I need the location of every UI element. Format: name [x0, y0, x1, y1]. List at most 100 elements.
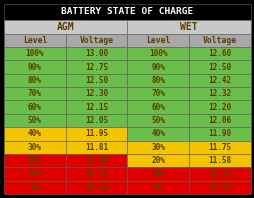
Text: 0%: 0%: [153, 183, 162, 192]
Bar: [66, 141, 127, 154]
Text: 11.95: 11.95: [85, 129, 108, 138]
Bar: [127, 100, 188, 114]
Text: 11.58: 11.58: [208, 156, 231, 165]
Bar: [127, 154, 188, 167]
Bar: [188, 87, 250, 100]
Text: 12.30: 12.30: [85, 89, 108, 98]
Text: 12.60: 12.60: [208, 49, 231, 58]
Text: Level: Level: [146, 36, 170, 45]
Text: 70%: 70%: [28, 89, 42, 98]
Bar: [127, 20, 250, 34]
Text: 90%: 90%: [151, 63, 165, 71]
Text: 12.75: 12.75: [85, 63, 108, 71]
Text: 60%: 60%: [151, 103, 165, 112]
Bar: [4, 114, 66, 127]
Text: 40%: 40%: [151, 129, 165, 138]
Bar: [188, 127, 250, 141]
Bar: [127, 141, 188, 154]
Bar: [127, 47, 188, 60]
Text: 11.51: 11.51: [85, 169, 108, 178]
Bar: [66, 47, 127, 60]
Text: 11.75: 11.75: [208, 143, 231, 152]
Text: Voltage: Voltage: [202, 36, 236, 45]
Text: 12.50: 12.50: [208, 63, 231, 71]
Bar: [127, 167, 188, 181]
Text: 11.66: 11.66: [85, 156, 108, 165]
Text: 40%: 40%: [28, 129, 42, 138]
Text: 60%: 60%: [28, 103, 42, 112]
Text: AGM: AGM: [57, 22, 74, 32]
Text: 50%: 50%: [28, 116, 42, 125]
Bar: [4, 100, 66, 114]
Bar: [188, 154, 250, 167]
Text: 20%: 20%: [28, 156, 42, 165]
Text: 70%: 70%: [151, 89, 165, 98]
Bar: [66, 34, 127, 47]
Bar: [66, 100, 127, 114]
Bar: [127, 127, 188, 141]
Bar: [188, 181, 250, 194]
Text: 11.31: 11.31: [208, 169, 231, 178]
Text: 12.05: 12.05: [85, 116, 108, 125]
Bar: [127, 114, 188, 127]
Bar: [127, 60, 188, 74]
Text: Voltage: Voltage: [79, 36, 113, 45]
Bar: [4, 87, 66, 100]
Text: 30%: 30%: [28, 143, 42, 152]
Bar: [4, 127, 66, 141]
Bar: [4, 60, 66, 74]
Bar: [188, 60, 250, 74]
Bar: [4, 167, 66, 181]
Bar: [127, 34, 188, 47]
Text: 12.42: 12.42: [208, 76, 231, 85]
Bar: [188, 34, 250, 47]
Bar: [66, 60, 127, 74]
Bar: [4, 181, 66, 194]
Bar: [4, 47, 66, 60]
Text: 10%: 10%: [28, 169, 42, 178]
Bar: [66, 127, 127, 141]
Bar: [66, 114, 127, 127]
Text: 13.00: 13.00: [85, 49, 108, 58]
Text: 90%: 90%: [28, 63, 42, 71]
Text: WET: WET: [180, 22, 197, 32]
Text: 80%: 80%: [28, 76, 42, 85]
Text: 12.06: 12.06: [208, 116, 231, 125]
Bar: [4, 34, 66, 47]
Text: 100%: 100%: [25, 49, 44, 58]
Text: Level: Level: [23, 36, 47, 45]
Text: 80%: 80%: [151, 76, 165, 85]
Bar: [4, 20, 127, 34]
Text: 100%: 100%: [149, 49, 167, 58]
Text: 11.81: 11.81: [85, 143, 108, 152]
Text: 12.32: 12.32: [208, 89, 231, 98]
Bar: [127, 181, 188, 194]
Bar: [188, 114, 250, 127]
Bar: [188, 47, 250, 60]
Text: 12.50: 12.50: [85, 76, 108, 85]
Bar: [4, 154, 66, 167]
Text: 30%: 30%: [151, 143, 165, 152]
Text: 0%: 0%: [30, 183, 39, 192]
Bar: [188, 100, 250, 114]
Bar: [127, 87, 188, 100]
Bar: [66, 74, 127, 87]
Text: 12.15: 12.15: [85, 103, 108, 112]
Text: 10.50: 10.50: [85, 183, 108, 192]
Bar: [66, 154, 127, 167]
Text: 50%: 50%: [151, 116, 165, 125]
Bar: [188, 167, 250, 181]
Bar: [66, 87, 127, 100]
Bar: [4, 4, 250, 20]
Bar: [4, 141, 66, 154]
Text: 10.50: 10.50: [208, 183, 231, 192]
Text: 11.90: 11.90: [208, 129, 231, 138]
Text: BATTERY STATE OF CHARGE: BATTERY STATE OF CHARGE: [61, 8, 193, 16]
Bar: [188, 141, 250, 154]
Text: 10%: 10%: [151, 169, 165, 178]
Bar: [66, 181, 127, 194]
Bar: [127, 74, 188, 87]
Text: 12.20: 12.20: [208, 103, 231, 112]
Bar: [188, 74, 250, 87]
Bar: [4, 74, 66, 87]
